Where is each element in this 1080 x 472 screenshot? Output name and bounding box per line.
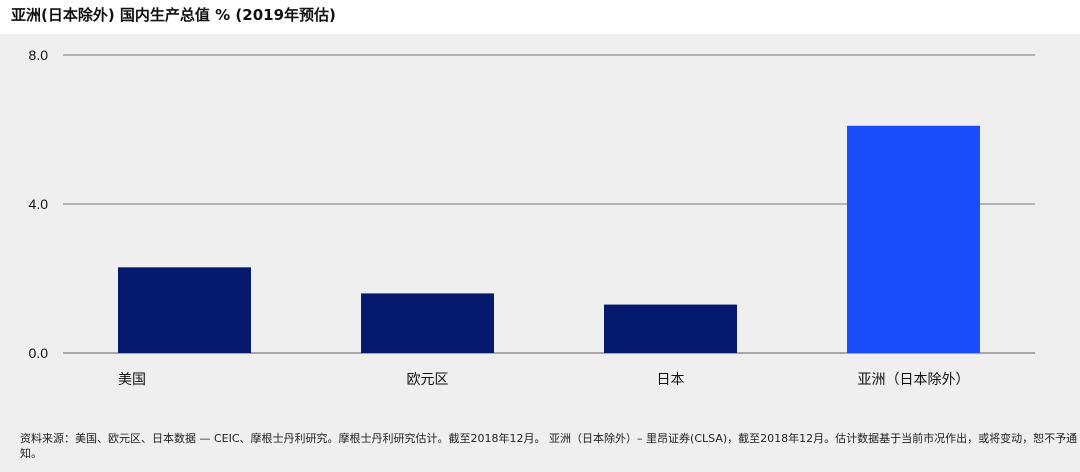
y-tick-label-2: 8.0 <box>29 47 49 63</box>
x-tick-label-0: 美国 <box>118 372 146 388</box>
y-tick-label-0: 0.0 <box>29 345 49 361</box>
x-tick-label-3: 亚洲（日本除外） <box>858 372 970 388</box>
chart-title: 亚洲(日本除外) 国内生产总值 % (2019年预估) <box>11 6 336 24</box>
x-tick-label-1: 欧元区 <box>407 372 449 388</box>
bar-2 <box>604 304 737 353</box>
bar-0 <box>118 267 251 353</box>
bar-1 <box>361 293 494 353</box>
y-tick-label-1: 4.0 <box>29 196 49 212</box>
bar-3 <box>847 125 980 354</box>
source-note: 资料来源：美国、欧元区、日本数据 — CEIC、摩根士丹利研究。摩根士丹利研究估… <box>20 432 1078 460</box>
x-tick-label-2: 日本 <box>657 372 685 388</box>
